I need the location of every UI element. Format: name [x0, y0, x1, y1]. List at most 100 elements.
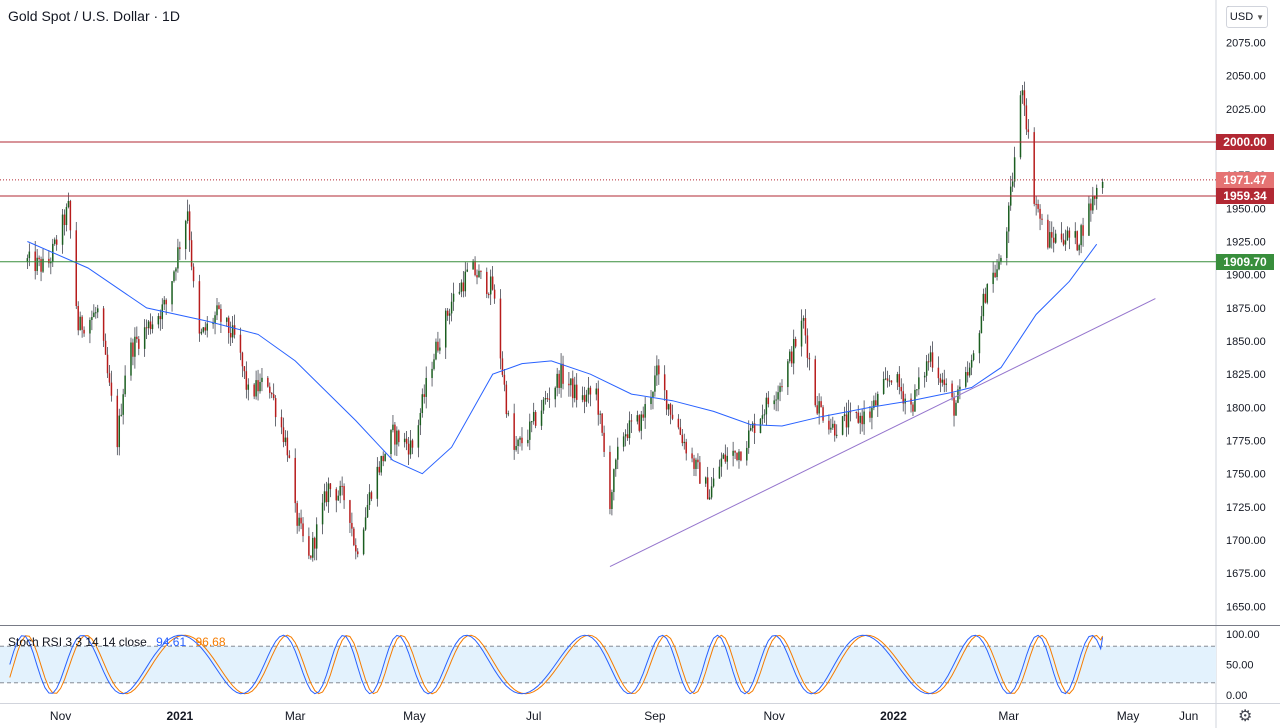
candle-body [548, 398, 551, 400]
candle-body [1037, 203, 1039, 209]
candle-body [589, 387, 592, 395]
candle-body [939, 378, 942, 383]
candle-body [300, 517, 302, 524]
candle-body [968, 367, 971, 376]
candle-body [718, 466, 721, 479]
candle-body [396, 430, 398, 445]
candle-body [910, 398, 912, 405]
candle-body [814, 359, 816, 406]
candle-body [822, 407, 824, 421]
candle-body [1068, 230, 1071, 238]
x-tick-label-0: Nov [50, 709, 71, 723]
candle-body [229, 333, 232, 338]
candle-body [927, 361, 930, 363]
candle-body [828, 420, 830, 430]
y-tick-label-11: 1925.00 [1226, 237, 1266, 249]
candle-body [542, 399, 545, 411]
candle-body [357, 551, 359, 555]
candle-body [585, 394, 588, 402]
level-label-2: 1959.34 [1216, 187, 1274, 204]
candle-body [192, 266, 195, 282]
candle-body [298, 517, 300, 526]
candle-body [691, 453, 693, 459]
candle-body [740, 451, 742, 461]
candle-body [1095, 187, 1098, 199]
candle-body [325, 491, 328, 503]
candle-body [794, 339, 797, 347]
candle-body [214, 315, 216, 324]
candle-body [568, 383, 570, 386]
candle-body [1080, 225, 1082, 246]
candle-body [1094, 195, 1096, 199]
candle-body [200, 331, 203, 334]
candle-body [609, 451, 611, 509]
candle-body [503, 374, 506, 385]
candles [26, 81, 1104, 562]
candle-body [269, 386, 271, 393]
candle-body [884, 378, 887, 380]
candle-body [996, 269, 998, 278]
candle-body [554, 387, 556, 400]
candle-body [132, 342, 134, 357]
candle-body [1082, 225, 1084, 236]
candle-body [685, 441, 687, 454]
candle-body [738, 451, 740, 460]
stoch-k-line [9, 634, 1104, 695]
y-tick-label-17: 2075.00 [1226, 37, 1266, 49]
candle-body [679, 427, 682, 435]
stoch-tick-label-2: 0.00 [1226, 690, 1247, 702]
candle-body [83, 329, 85, 334]
candle-body [734, 450, 736, 453]
candle-body [699, 462, 701, 484]
candle-body [61, 214, 64, 245]
gear-icon[interactable]: ⚙ [1238, 708, 1253, 725]
candle-body [1062, 239, 1065, 245]
candle-body [515, 446, 517, 450]
candle-body [724, 454, 727, 462]
candle-body [654, 375, 656, 392]
candle-body [460, 282, 463, 292]
candle-body [931, 352, 934, 368]
candle-body [775, 399, 777, 401]
candle-body [480, 270, 482, 272]
candle-body [1041, 218, 1043, 220]
x-tick-label-8: Mar [998, 709, 1019, 723]
candle-body [95, 312, 97, 314]
candle-body [534, 411, 537, 426]
candle-body [667, 404, 670, 410]
y-tick-label-3: 1725.00 [1226, 502, 1266, 514]
y-tick-label-10: 1900.00 [1226, 270, 1266, 282]
candle-body [869, 411, 871, 418]
candle-body [972, 353, 975, 361]
candle-body [478, 270, 480, 278]
candle-body [425, 377, 427, 397]
candle-body [704, 477, 707, 484]
candle-body [366, 505, 369, 518]
candle-body [978, 333, 981, 354]
x-tick-label-2: Mar [285, 709, 306, 723]
candle-body [349, 500, 351, 523]
candle-body [147, 321, 150, 329]
candle-body [857, 412, 859, 423]
candle-body [955, 402, 957, 416]
candle-body [202, 327, 205, 332]
x-tick-label-7: 2022 [880, 709, 907, 723]
candle-body [378, 466, 381, 473]
candle-body [859, 415, 861, 423]
candle-body [26, 258, 29, 262]
candle-body [48, 258, 50, 264]
candle-body [34, 251, 36, 272]
candle-body [630, 420, 633, 422]
currency-button[interactable]: USD ▼ [1226, 6, 1268, 28]
candle-body [712, 478, 715, 487]
candle-body [546, 397, 549, 399]
candle-body [431, 368, 433, 378]
candle-body [726, 455, 729, 462]
candle-body [882, 378, 885, 394]
candle-body [120, 414, 122, 416]
candle-body [847, 411, 850, 428]
candle-body [38, 257, 40, 260]
candle-body [163, 299, 165, 305]
candle-body [321, 502, 324, 525]
